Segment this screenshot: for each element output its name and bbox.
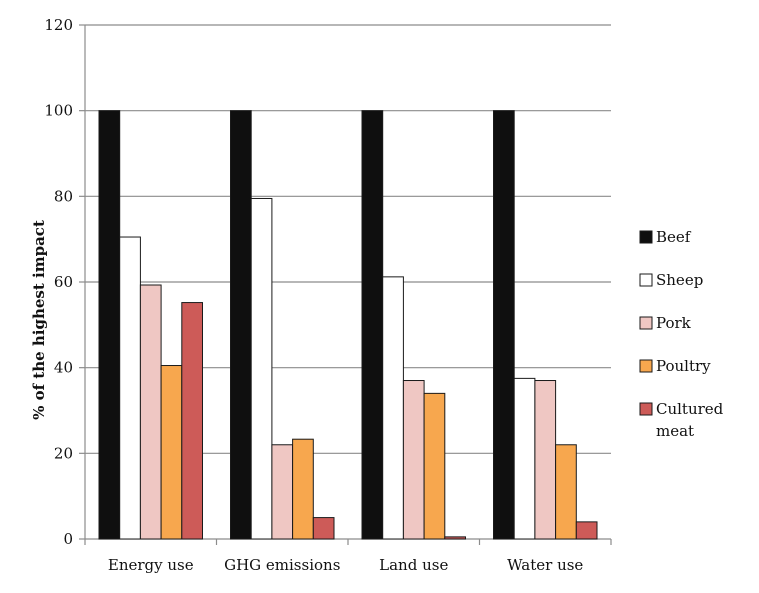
bar-beef bbox=[98, 110, 121, 540]
y-tick-label: 40 bbox=[54, 359, 73, 377]
bar-beef bbox=[493, 110, 515, 540]
bar-pork bbox=[271, 444, 294, 540]
bar-sheep bbox=[119, 236, 141, 540]
bar-beef bbox=[361, 110, 384, 540]
bar-sheep bbox=[513, 377, 536, 540]
x-tick-label: Water use bbox=[507, 556, 583, 574]
legend: Beef Sheep Pork Poultry Cultured meat bbox=[639, 228, 724, 440]
bar-poultry bbox=[555, 444, 577, 540]
legend-label: Pork bbox=[656, 314, 692, 332]
bar-cultured-meat bbox=[575, 521, 598, 540]
legend-swatch bbox=[639, 359, 653, 373]
bar-sheep bbox=[382, 276, 404, 540]
legend-swatch bbox=[639, 402, 653, 416]
legend-swatch bbox=[639, 273, 653, 287]
y-tick-label: 120 bbox=[44, 16, 73, 34]
x-tick-label: Land use bbox=[379, 556, 448, 574]
bar-poultry bbox=[292, 438, 314, 540]
y-tick-label: 20 bbox=[54, 444, 73, 462]
bar-cultured-meat bbox=[312, 517, 335, 540]
legend-label: Sheep bbox=[656, 271, 703, 289]
bar-poultry bbox=[160, 365, 183, 540]
bar-poultry bbox=[423, 392, 446, 540]
legend-label: Cultured meat bbox=[656, 400, 724, 440]
bar-pork bbox=[139, 284, 162, 540]
bar-beef bbox=[230, 110, 252, 540]
legend-label: Poultry bbox=[656, 357, 711, 375]
bar-sheep bbox=[250, 197, 273, 540]
y-axis-title: % of the highest impact bbox=[30, 220, 48, 420]
bar-cultured-meat bbox=[444, 536, 466, 540]
y-tick-label: 0 bbox=[63, 530, 73, 548]
x-tick-label: GHG emissions bbox=[224, 556, 340, 574]
bar-pork bbox=[402, 380, 425, 540]
bars bbox=[98, 110, 598, 540]
y-tick-label: 80 bbox=[54, 187, 73, 205]
bar-cultured-meat bbox=[181, 302, 204, 540]
x-tick-label: Energy use bbox=[108, 556, 194, 574]
legend-swatch bbox=[639, 230, 653, 244]
y-tick-label: 100 bbox=[44, 102, 73, 120]
bar-pork bbox=[534, 380, 557, 540]
legend-label: Beef bbox=[656, 228, 692, 246]
legend-swatch bbox=[639, 316, 653, 330]
y-tick-label: 60 bbox=[54, 273, 73, 291]
axis-labels: 0 20 40 60 80 100 120 Energy use GHG emissions La… bbox=[44, 16, 583, 574]
